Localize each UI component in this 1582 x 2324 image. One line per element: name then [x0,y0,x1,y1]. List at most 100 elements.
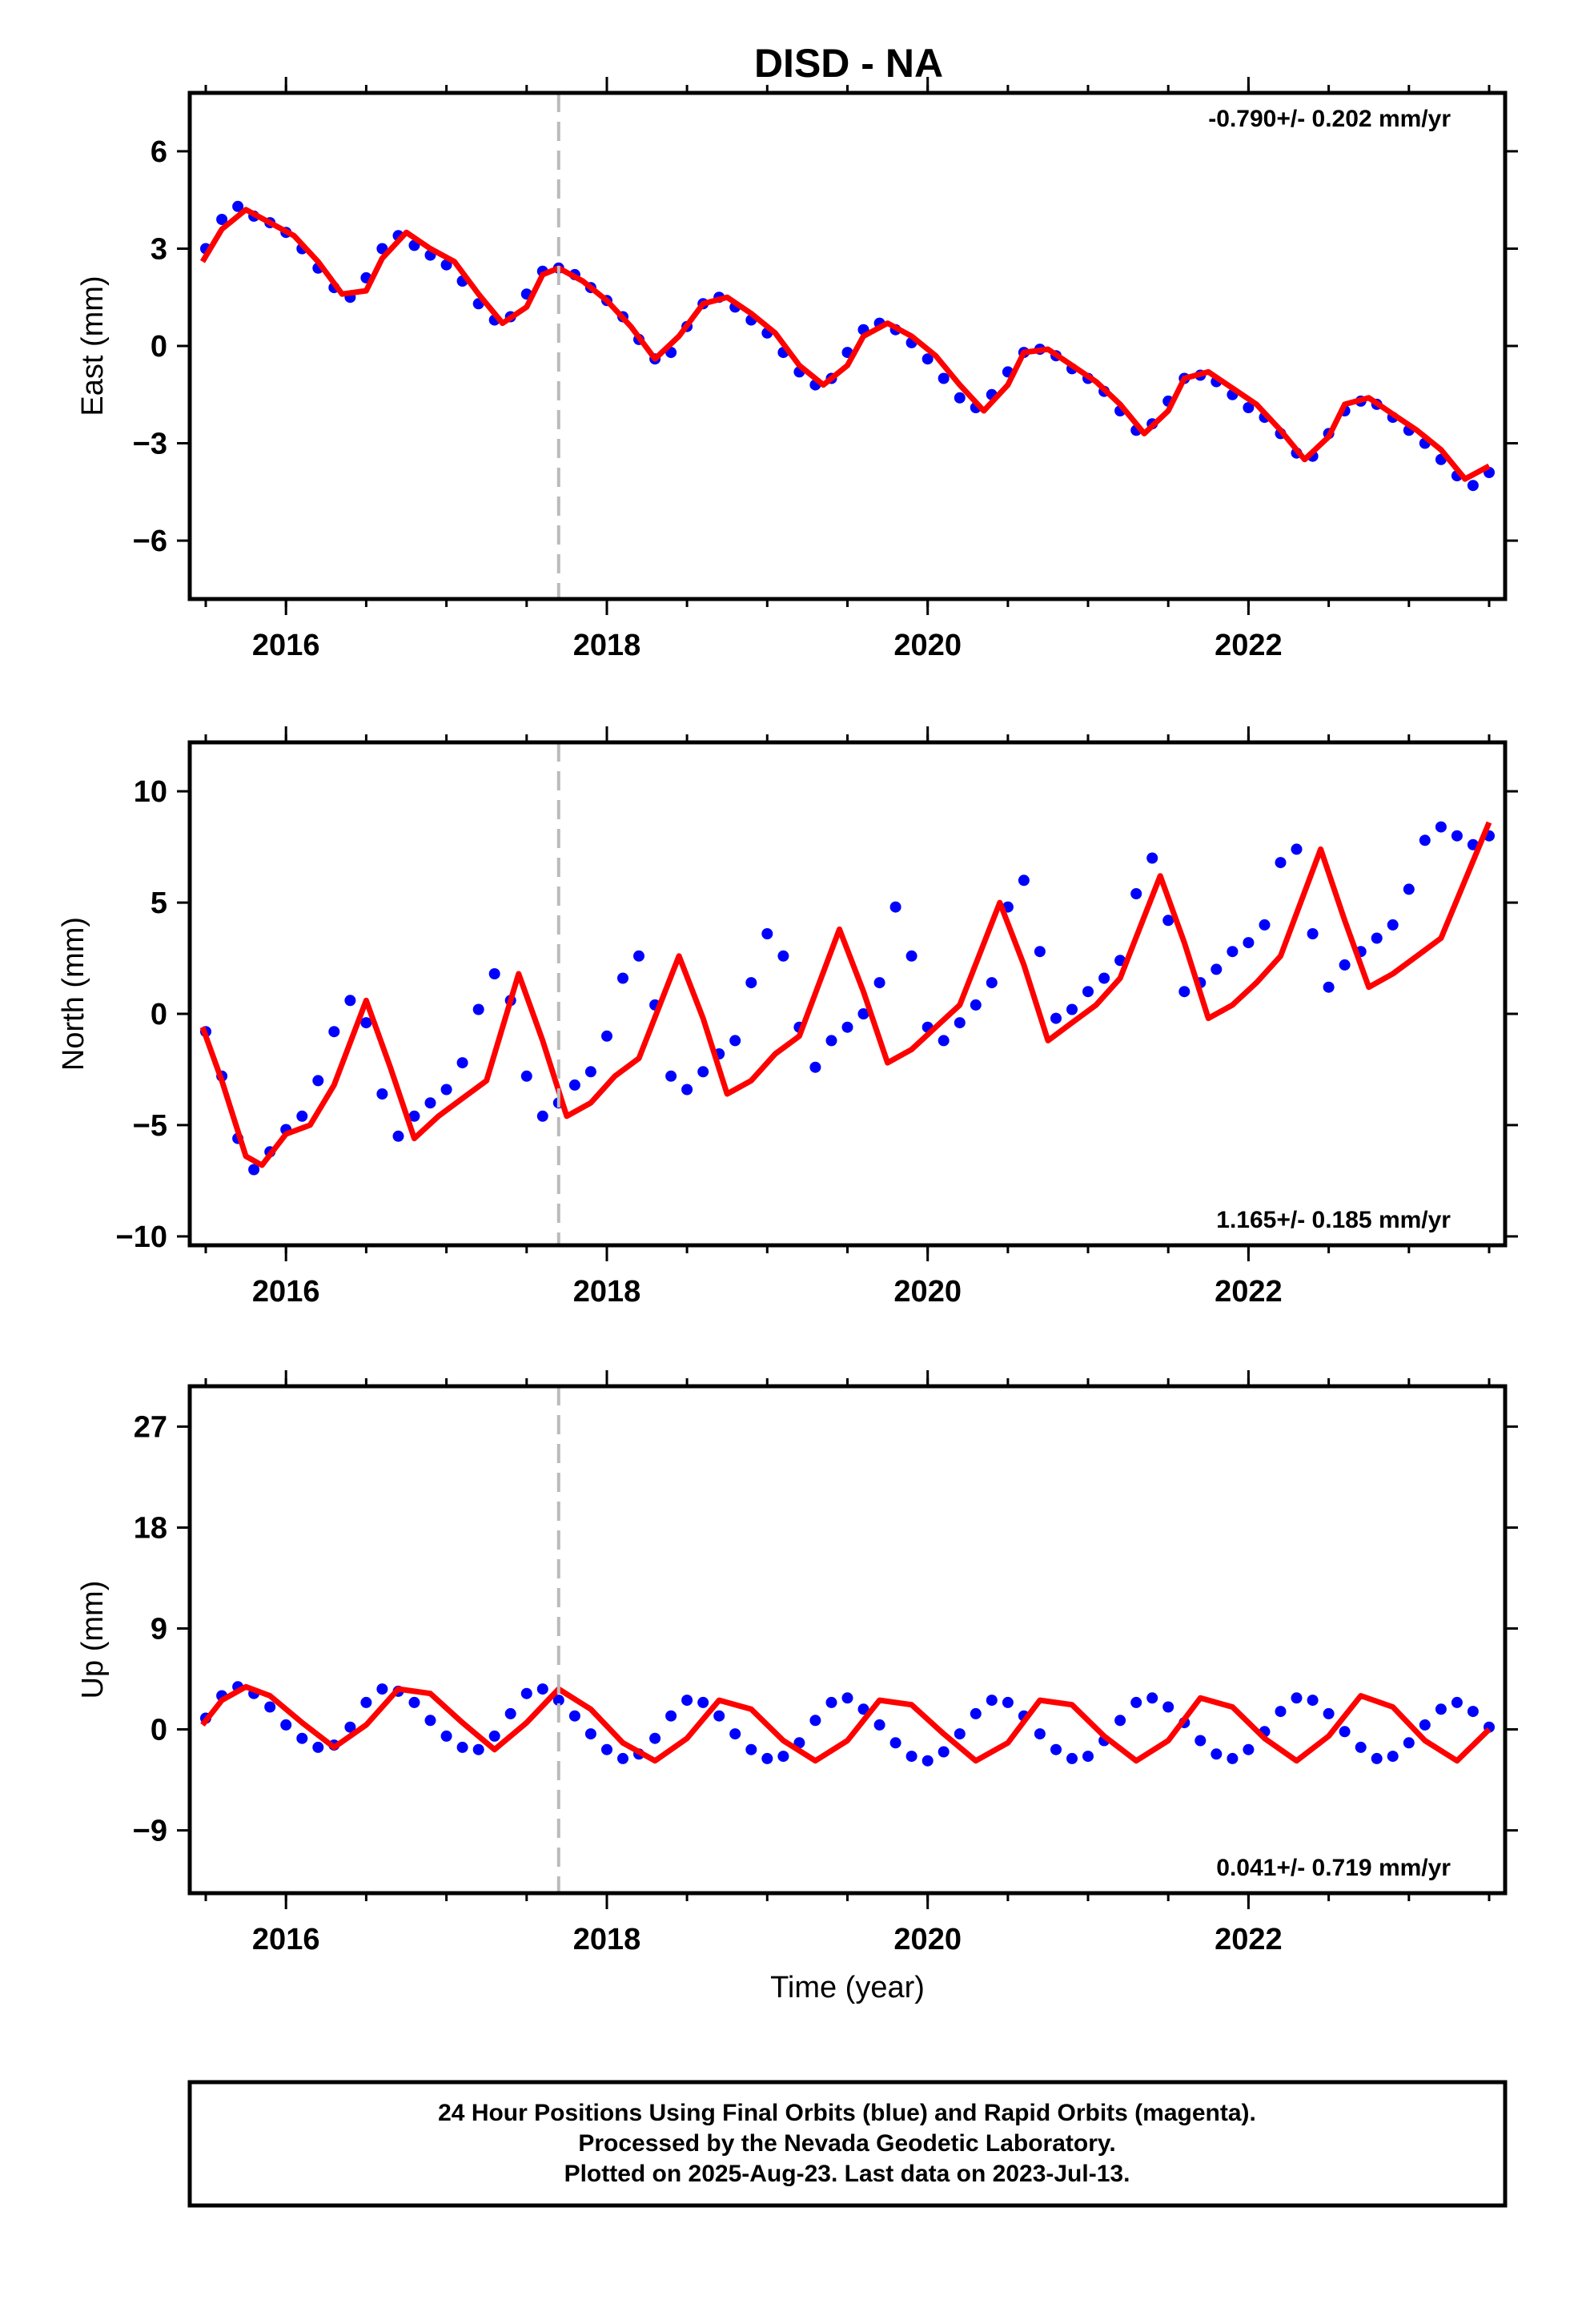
data-point [456,1741,468,1753]
data-point [1435,1703,1447,1715]
data-point [1018,875,1030,887]
y-axis-label: East (mm) [76,275,110,416]
data-point [954,1017,966,1029]
data-point [1227,946,1239,958]
footer-box [187,2080,1508,2208]
y-tick-label: −9 [133,1815,167,1848]
figure-title: DISD - NA [754,41,943,86]
data-point [825,1035,837,1047]
model-fit-line [200,1683,1492,1764]
data-point [1066,1752,1078,1764]
rate-annotation: 1.165+/- 0.185 mm/yr [1216,1207,1451,1233]
data-point [857,1703,869,1715]
data-point [1467,1706,1479,1718]
data-point [1291,843,1303,855]
plot-frame [187,740,1508,1248]
data-point [1211,1748,1223,1760]
data-point [216,214,228,225]
y-tick-label: −5 [133,1109,167,1143]
x-tick-label: 2022 [1215,1275,1283,1309]
data-point [1467,480,1479,492]
y-tick-label: 9 [151,1613,167,1647]
data-point [986,977,998,989]
data-point [360,1017,372,1029]
data-point [649,1732,661,1744]
data-point [1130,1696,1142,1708]
data-point [1146,1692,1158,1704]
data-point [970,999,982,1011]
data-point [745,977,757,989]
data-point [1323,981,1335,993]
y-tick-label: 0 [151,1714,167,1747]
data-point [1451,830,1463,842]
data-point [1275,1706,1287,1718]
data-point [312,1741,324,1753]
data-point [536,1110,548,1122]
x-tick-label: 2016 [252,1275,320,1309]
data-point [986,1695,998,1707]
data-point [745,1743,757,1755]
data-point [536,1683,548,1695]
data-point [921,353,934,365]
data-point [488,968,500,979]
data-point [472,1743,484,1755]
data-point [889,1737,901,1749]
data-point [1002,1696,1014,1708]
data-point [568,1079,580,1091]
model-fit-line [199,821,1492,1168]
data-point [905,1751,917,1763]
data-point [665,1070,677,1082]
data-point [970,1707,982,1719]
footer-line-2: Processed by the Nevada Geodetic Laborat… [578,2130,1115,2157]
data-point [376,1088,388,1100]
data-point [681,1695,693,1707]
y-tick-label: 18 [134,1512,167,1546]
data-point [1178,986,1191,998]
data-point [1291,1692,1303,1704]
data-point [1403,1737,1415,1749]
data-point [1323,1707,1335,1719]
data-point [809,1715,821,1727]
data-point [938,1746,950,1758]
panels: 2016 2018 2020 2022 6 3 0 −3 −6 East (mm) -0.790+/… [57,77,1518,2004]
data-point [248,1164,260,1176]
data-point [1387,1751,1399,1763]
data-point [1355,1741,1367,1753]
data-point [488,1730,500,1742]
data-point [921,1755,934,1767]
data-point [1162,1701,1174,1713]
y-tick-label: 10 [134,775,167,809]
data-point [1195,1735,1207,1747]
data-point [873,977,885,989]
data-point [1146,852,1158,864]
data-point [1307,928,1319,939]
data-point [729,1035,741,1047]
data-point [312,1075,324,1087]
data-point [1114,955,1126,967]
data-point [1403,883,1415,895]
data-point [761,1752,773,1764]
data-point [633,950,644,962]
data-point [520,1687,532,1699]
data-point [697,1066,709,1078]
data-point [1419,1719,1431,1731]
data-point [905,950,917,962]
plot-frame [187,90,1508,601]
data-point [424,1715,436,1727]
x-tick-label: 2016 [252,1923,320,1956]
y-tick-label: 3 [151,233,167,267]
x-tick-label: 2016 [252,629,320,662]
x-tick-label: 2018 [573,1923,641,1956]
x-tick-label: 2018 [573,1275,641,1309]
footer-line-1: 24 Hour Positions Using Final Orbits (bl… [438,2100,1256,2126]
panel-up: 2016 2018 2020 2022 27 18 9 0 −9 Up (mm) 0.041+/- … [76,1370,1518,2004]
data-point [601,1743,612,1755]
data-point [617,972,628,984]
data-point [568,1710,580,1722]
data-point [1098,972,1110,984]
y-tick-label: −6 [133,525,167,558]
y-tick-label: 6 [151,135,167,169]
data-point [681,1084,693,1096]
data-point [520,1070,532,1082]
